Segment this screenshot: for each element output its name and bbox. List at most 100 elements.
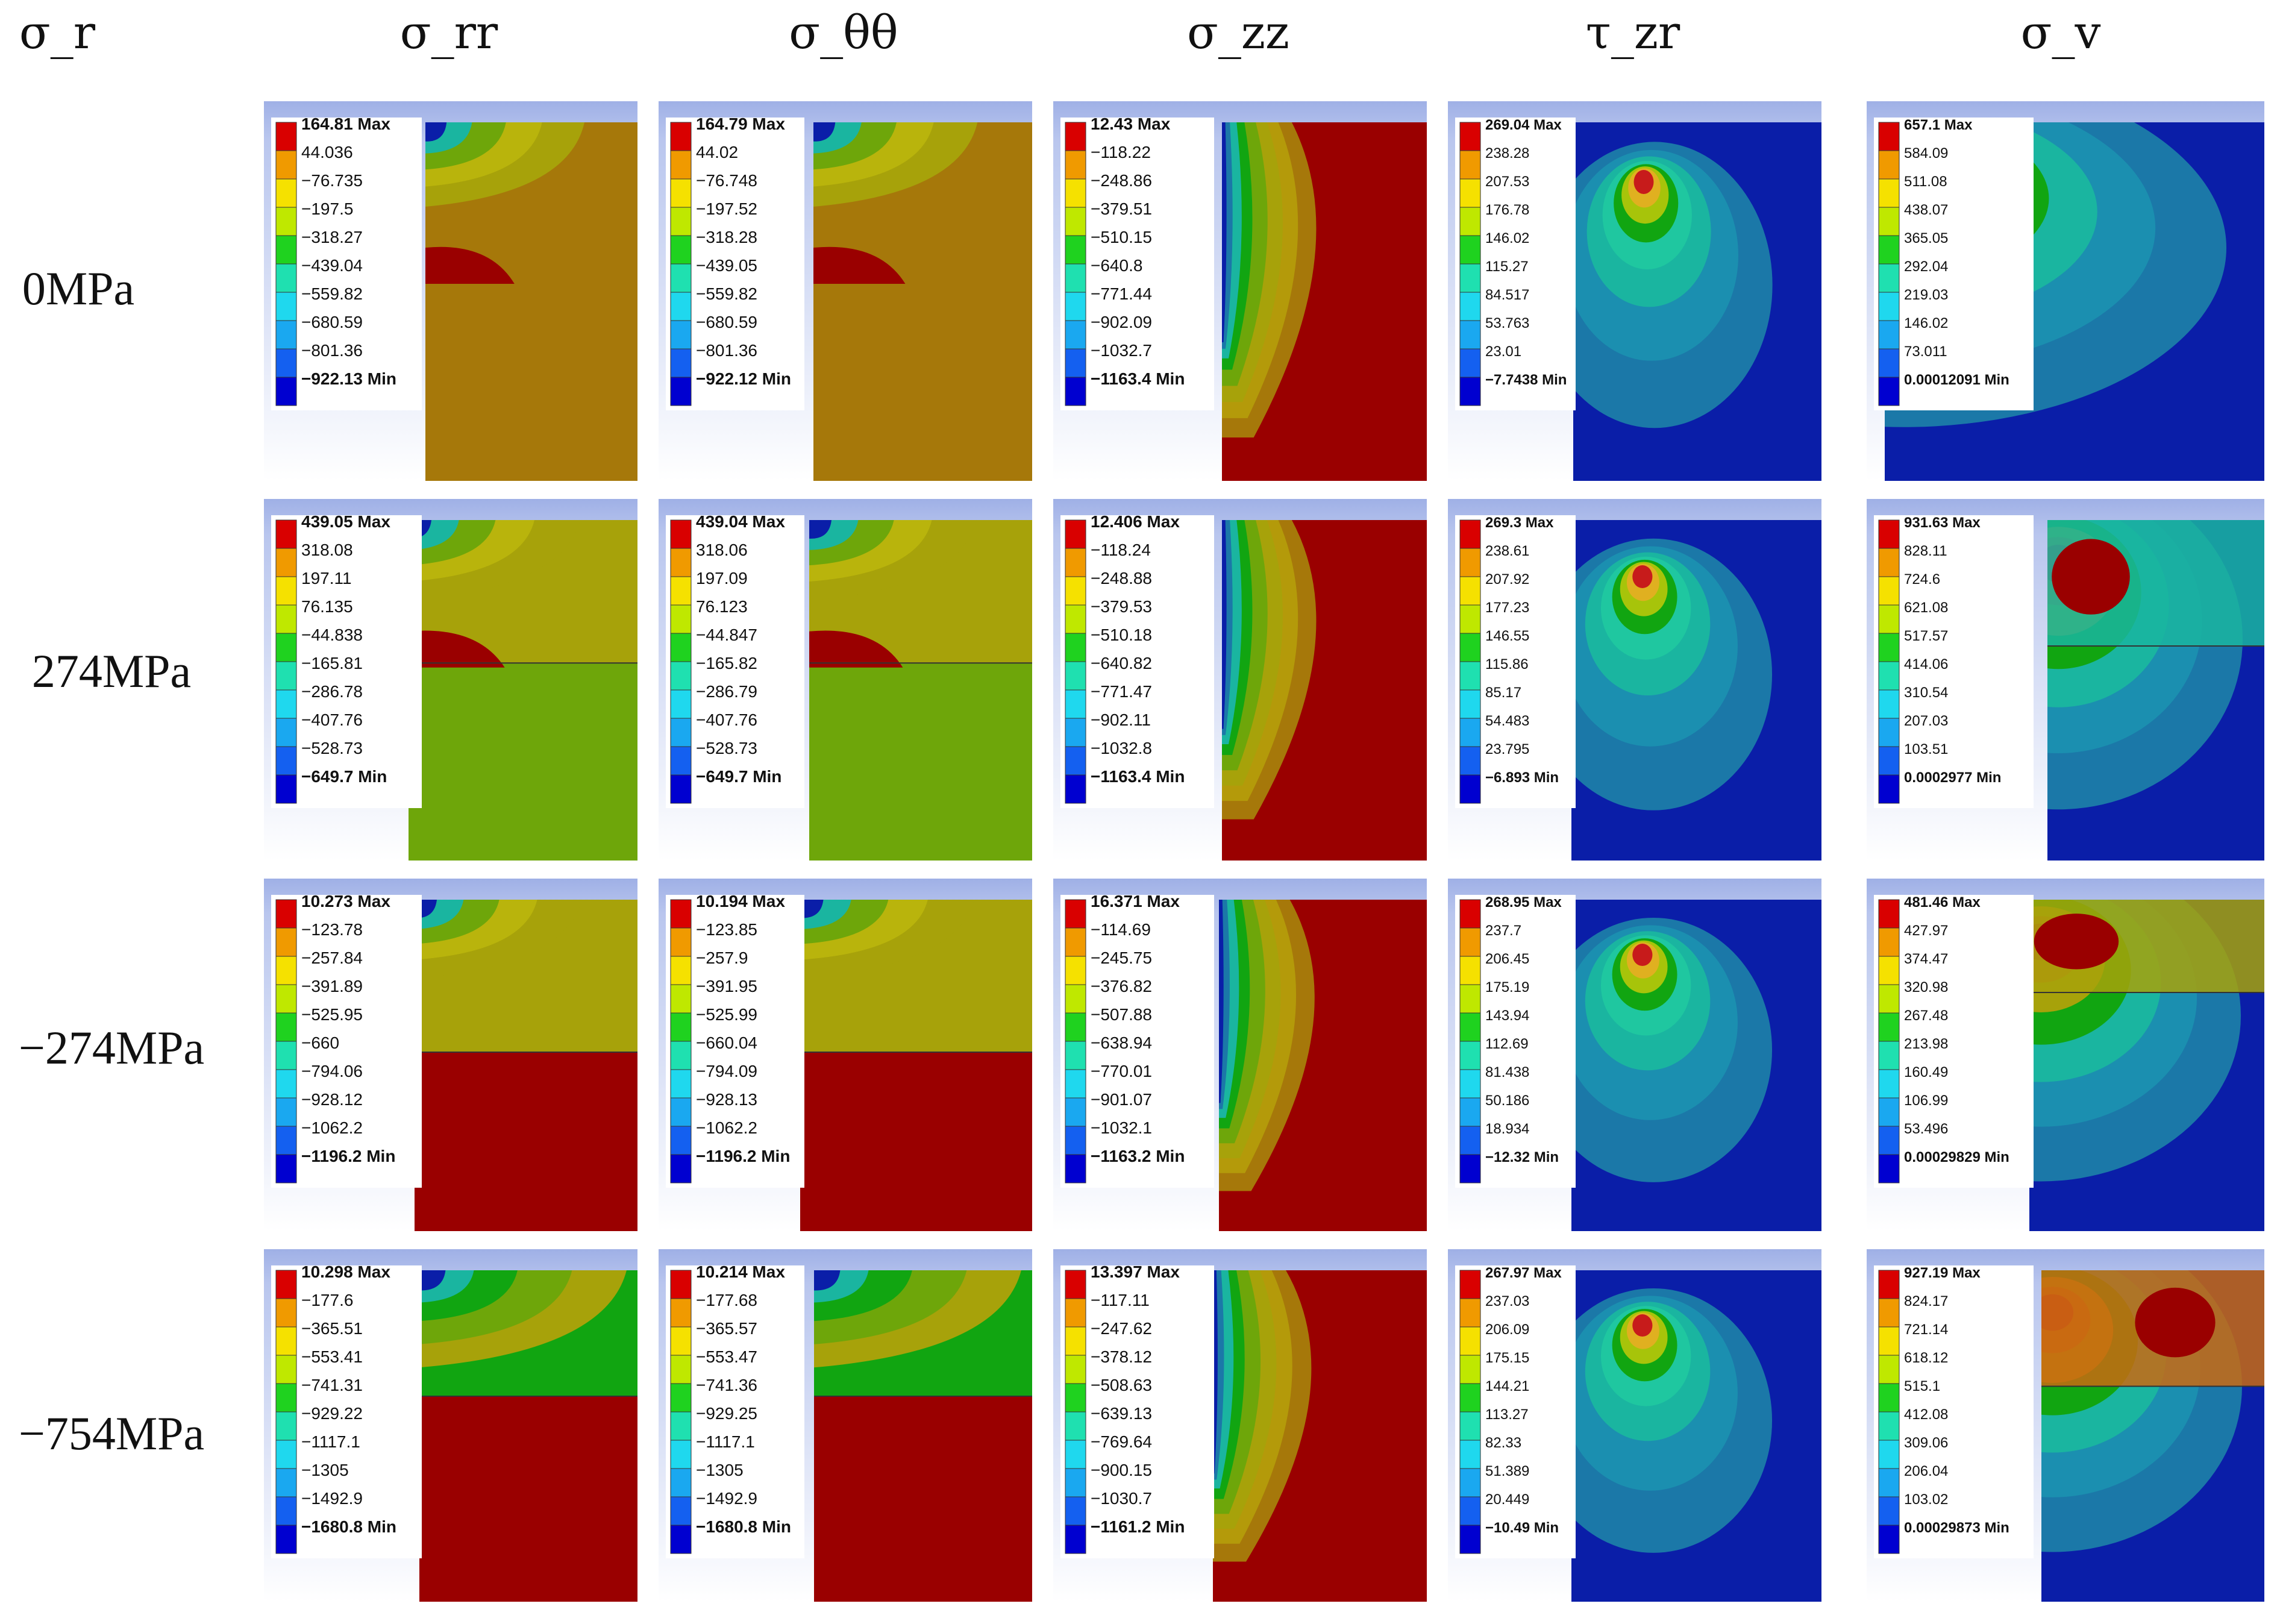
legend-label: −1196.2 Min bbox=[301, 1147, 395, 1165]
legend-label: −1062.2 bbox=[301, 1118, 363, 1137]
colorbar-legend: 927.19 Max 824.17 721.14 618.12 515.1 412.08 3… bbox=[1874, 1265, 2034, 1558]
legend-label: 146.02 bbox=[1485, 230, 1529, 246]
legend-label: −123.78 bbox=[301, 920, 363, 939]
legend-label: 0.00029873 Min bbox=[1904, 1520, 2009, 1536]
legend-swatch bbox=[1459, 1496, 1481, 1526]
colorbar-legend: 16.371 Max −114.69 −245.75 −376.82 −507.88 −6… bbox=[1060, 892, 1214, 1188]
colorbar-legend: 10.298 Max −177.6 −365.51 −553.41 −741.31 −92… bbox=[271, 1262, 422, 1558]
legend-swatch bbox=[275, 377, 297, 406]
legend-label: 310.54 bbox=[1904, 685, 1948, 701]
legend-swatch bbox=[670, 984, 692, 1014]
legend-swatch bbox=[1878, 292, 1900, 321]
legend-label: 439.05 Max bbox=[301, 512, 390, 531]
legend-swatch bbox=[275, 661, 297, 691]
legend-label: 76.123 bbox=[696, 597, 748, 616]
legend-label: 53.496 bbox=[1904, 1121, 1948, 1137]
legend-label: 23.795 bbox=[1485, 741, 1529, 757]
legend-swatch bbox=[1878, 576, 1900, 606]
legend-label: −177.6 bbox=[301, 1291, 353, 1309]
panel-tt-row1: 439.04 Max 318.06 197.09 76.123 −44.847 −165.… bbox=[659, 499, 1032, 861]
legend-swatch bbox=[670, 1298, 692, 1328]
legend-swatch bbox=[275, 984, 297, 1014]
contour-plot bbox=[813, 122, 1032, 481]
legend-swatch bbox=[1878, 1012, 1900, 1042]
tension-lens bbox=[409, 630, 505, 668]
contour-plot bbox=[1571, 1270, 1821, 1602]
legend-label: −118.24 bbox=[1091, 541, 1151, 559]
legend-swatch bbox=[1065, 661, 1086, 691]
legend-swatch bbox=[1065, 548, 1086, 577]
legend-swatch bbox=[1878, 1468, 1900, 1497]
legend-label: 12.43 Max bbox=[1091, 114, 1171, 133]
legend-label: −257.9 bbox=[696, 948, 748, 967]
legend-label: −553.41 bbox=[301, 1347, 363, 1366]
legend-label: 515.1 bbox=[1904, 1378, 1940, 1394]
colorbar-legend: 10.194 Max −123.85 −257.9 −391.95 −525.99 −66… bbox=[666, 892, 804, 1188]
legend-label: −286.79 bbox=[696, 682, 757, 701]
contour-band bbox=[1632, 565, 1653, 588]
legend-swatch bbox=[670, 320, 692, 350]
legend-label: 177.23 bbox=[1485, 600, 1529, 616]
legend-label: −286.78 bbox=[301, 682, 363, 701]
legend-label: −245.75 bbox=[1091, 948, 1152, 967]
legend-swatch bbox=[1878, 899, 1900, 929]
row-labels: 0MPa 274MPa −274MPa −754MPa bbox=[19, 262, 204, 1459]
legend-swatch bbox=[670, 1525, 692, 1554]
legend-label: 84.517 bbox=[1485, 287, 1529, 303]
legend-swatch bbox=[275, 1270, 297, 1299]
legend-swatch bbox=[1878, 1440, 1900, 1469]
legend-label: 412.08 bbox=[1904, 1406, 1948, 1423]
legend-swatch bbox=[1459, 377, 1481, 406]
legend-label: 20.449 bbox=[1485, 1491, 1529, 1508]
legend-swatch bbox=[275, 927, 297, 957]
legend-label: 164.81 Max bbox=[301, 114, 390, 133]
legend-swatch bbox=[275, 689, 297, 719]
legend-swatch bbox=[1459, 292, 1481, 321]
legend-swatch bbox=[1459, 718, 1481, 747]
colorbar-legend: 164.81 Max 44.036 −76.735 −197.5 −318.27 −439… bbox=[271, 114, 422, 410]
legend-swatch bbox=[1065, 774, 1086, 804]
legend-label: −900.15 bbox=[1091, 1461, 1152, 1479]
legend-swatch bbox=[670, 774, 692, 804]
legend-label: −769.64 bbox=[1091, 1432, 1152, 1451]
panel-tzr-row3: 267.97 Max 237.03 206.09 175.15 144.21 113.27… bbox=[1448, 1249, 1821, 1602]
legend-label: −365.57 bbox=[696, 1319, 757, 1338]
legend-swatch bbox=[275, 263, 297, 293]
contour-plot bbox=[1571, 900, 1821, 1231]
contour-plot bbox=[2029, 900, 2264, 1231]
legend-label: 238.61 bbox=[1485, 543, 1529, 559]
legend-label: 13.397 Max bbox=[1091, 1262, 1180, 1281]
legend-label: 103.51 bbox=[1904, 741, 1948, 757]
legend-swatch bbox=[1459, 263, 1481, 293]
legend-label: −902.09 bbox=[1091, 313, 1152, 331]
panel-rr-row1: 439.05 Max 318.08 197.11 76.135 −44.838 −165.… bbox=[264, 499, 637, 861]
contour-plot bbox=[1213, 1270, 1427, 1602]
legend-swatch bbox=[670, 1440, 692, 1469]
legend-label: 160.49 bbox=[1904, 1064, 1948, 1080]
legend-swatch bbox=[670, 377, 692, 406]
legend-swatch bbox=[1878, 956, 1900, 985]
panel-rr-row0: 164.81 Max 44.036 −76.735 −197.5 −318.27 −439… bbox=[264, 101, 637, 481]
colorbar-legend: 13.397 Max −117.11 −247.62 −378.12 −508.63 −6… bbox=[1060, 1262, 1214, 1558]
legend-swatch bbox=[1459, 1355, 1481, 1384]
legend-swatch bbox=[1459, 207, 1481, 236]
legend-swatch bbox=[1459, 746, 1481, 776]
legend-swatch bbox=[275, 1069, 297, 1099]
legend-swatch bbox=[1065, 292, 1086, 321]
legend-swatch bbox=[1065, 235, 1086, 265]
legend-label: −439.04 bbox=[301, 256, 363, 275]
legend-swatch bbox=[1459, 604, 1481, 634]
legend-label: −1680.8 Min bbox=[301, 1517, 396, 1536]
legend-label: 237.7 bbox=[1485, 923, 1521, 939]
legend-swatch bbox=[1065, 1298, 1086, 1328]
legend-label: −114.69 bbox=[1091, 920, 1151, 939]
legend-label: −1032.1 bbox=[1091, 1118, 1152, 1137]
legend-swatch bbox=[1065, 377, 1086, 406]
legend-swatch bbox=[1459, 320, 1481, 350]
legend-label: 828.11 bbox=[1904, 543, 1947, 559]
legend-label: 197.09 bbox=[696, 569, 748, 588]
legend-label: 0.00029829 Min bbox=[1904, 1149, 2009, 1165]
legend-label: −391.89 bbox=[301, 977, 363, 995]
legend-label: 927.19 Max bbox=[1904, 1265, 1981, 1281]
legend-label: 414.06 bbox=[1904, 656, 1948, 672]
